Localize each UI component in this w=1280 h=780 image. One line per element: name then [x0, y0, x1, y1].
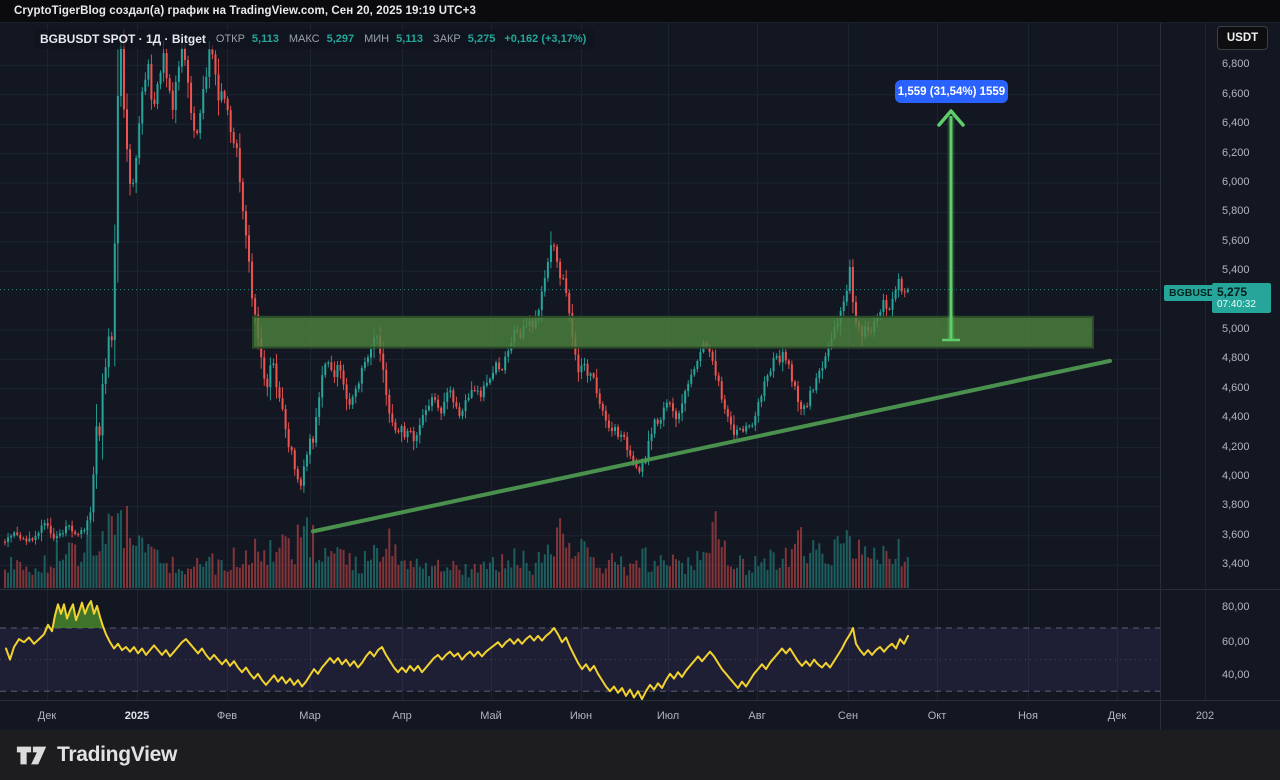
time-label-Фев: Фев: [216, 710, 238, 722]
tradingview-wordmark: TradingView: [57, 743, 178, 766]
grid-lines: [0, 23, 1206, 700]
ascending-trendline[interactable]: [311, 358, 1112, 534]
open-label: ОТКР: [215, 33, 245, 45]
symbol-title[interactable]: BGBUSDT SPOT · 1Д · Bitget: [40, 32, 206, 46]
price-tick-6800: 6,800: [1222, 58, 1250, 71]
change-value: +0,162 (+3,17%): [504, 33, 587, 45]
price-tick-3800: 3,800: [1222, 499, 1250, 512]
open-value: 5,113: [251, 33, 279, 45]
footer-bar: TradingView: [0, 730, 1280, 780]
bar-countdown: 07:40:32: [1217, 299, 1256, 310]
price-tick-6400: 6,400: [1222, 117, 1250, 130]
price-tick-4200: 4,200: [1222, 440, 1250, 453]
candles: [4, 29, 909, 548]
chart-background: [0, 22, 1280, 730]
price-tick-4400: 4,400: [1222, 411, 1250, 424]
price-axis-symbol-badge: BGBUSDT: [1164, 285, 1226, 301]
rsi-tick: 40,00: [1222, 669, 1250, 681]
resistance-zone[interactable]: [252, 315, 1094, 349]
high-value: 5,297: [326, 33, 355, 45]
high-label: МАКС: [288, 33, 320, 45]
price-axis-price-badge: 5,275 07:40:32: [1212, 283, 1271, 313]
volume-bars: [4, 506, 909, 588]
time-label-Мар: Мар: [299, 710, 321, 722]
tradingview-logo[interactable]: TradingView: [16, 743, 177, 767]
price-tick-3600: 3,600: [1222, 528, 1250, 541]
close-label: ЗАКР: [433, 33, 461, 45]
time-label-Июл: Июл: [656, 710, 680, 722]
time-label-202: 202: [1195, 710, 1215, 722]
time-label-Сен: Сен: [837, 710, 859, 722]
attribution-bar: CryptoTigerBlog создал(а) график на Trad…: [0, 0, 1280, 23]
time-label-Окт: Окт: [927, 710, 947, 722]
price-tick-5400: 5,400: [1222, 264, 1250, 277]
tradingview-logo-icon: [16, 746, 47, 764]
price-tick-6000: 6,000: [1222, 176, 1250, 188]
price-tick-4800: 4,800: [1222, 352, 1250, 365]
symbol-legend[interactable]: BGBUSDT SPOT · 1Д · Bitget ОТКР 5,113 МА…: [34, 29, 596, 49]
last-price: 5,275: [1217, 285, 1248, 299]
price-tick-5800: 5,800: [1222, 205, 1250, 218]
rsi-tick: 80,00: [1222, 601, 1250, 613]
time-label-Ноя: Ноя: [1017, 710, 1039, 722]
attribution-text: CryptoTigerBlog создал(а) график на Trad…: [14, 5, 476, 17]
time-label-Апр: Апр: [392, 710, 412, 722]
price-tick-6200: 6,200: [1222, 146, 1250, 159]
measure-tool-label[interactable]: 1,559 (31,54%) 1559: [895, 80, 1008, 103]
time-label-Дек: Дек: [1107, 710, 1127, 722]
time-label-2025: 2025: [124, 710, 150, 722]
rsi-tick: 60,00: [1222, 636, 1250, 648]
drawings: [0, 109, 1160, 534]
price-tick-5600: 5,600: [1222, 234, 1250, 247]
time-label-Авг: Авг: [748, 710, 766, 722]
low-value: 5,113: [396, 33, 424, 45]
close-value: 5,275: [467, 33, 496, 45]
price-tick-4000: 4,000: [1222, 470, 1250, 482]
pane-separators: [0, 22, 1280, 730]
price-tick-3400: 3,400: [1222, 558, 1250, 571]
currency-toggle-button[interactable]: USDT: [1217, 26, 1268, 50]
price-tick-4600: 4,600: [1222, 381, 1250, 394]
time-label-Май: Май: [480, 710, 502, 722]
rsi-line: [5, 600, 909, 701]
rsi-band: [0, 627, 1160, 692]
price-tick-5000: 5,000: [1222, 323, 1250, 335]
low-label: МИН: [364, 33, 390, 45]
time-label-Дек: Дек: [37, 710, 57, 722]
time-label-Июн: Июн: [569, 710, 593, 722]
price-tick-6600: 6,600: [1222, 87, 1250, 100]
